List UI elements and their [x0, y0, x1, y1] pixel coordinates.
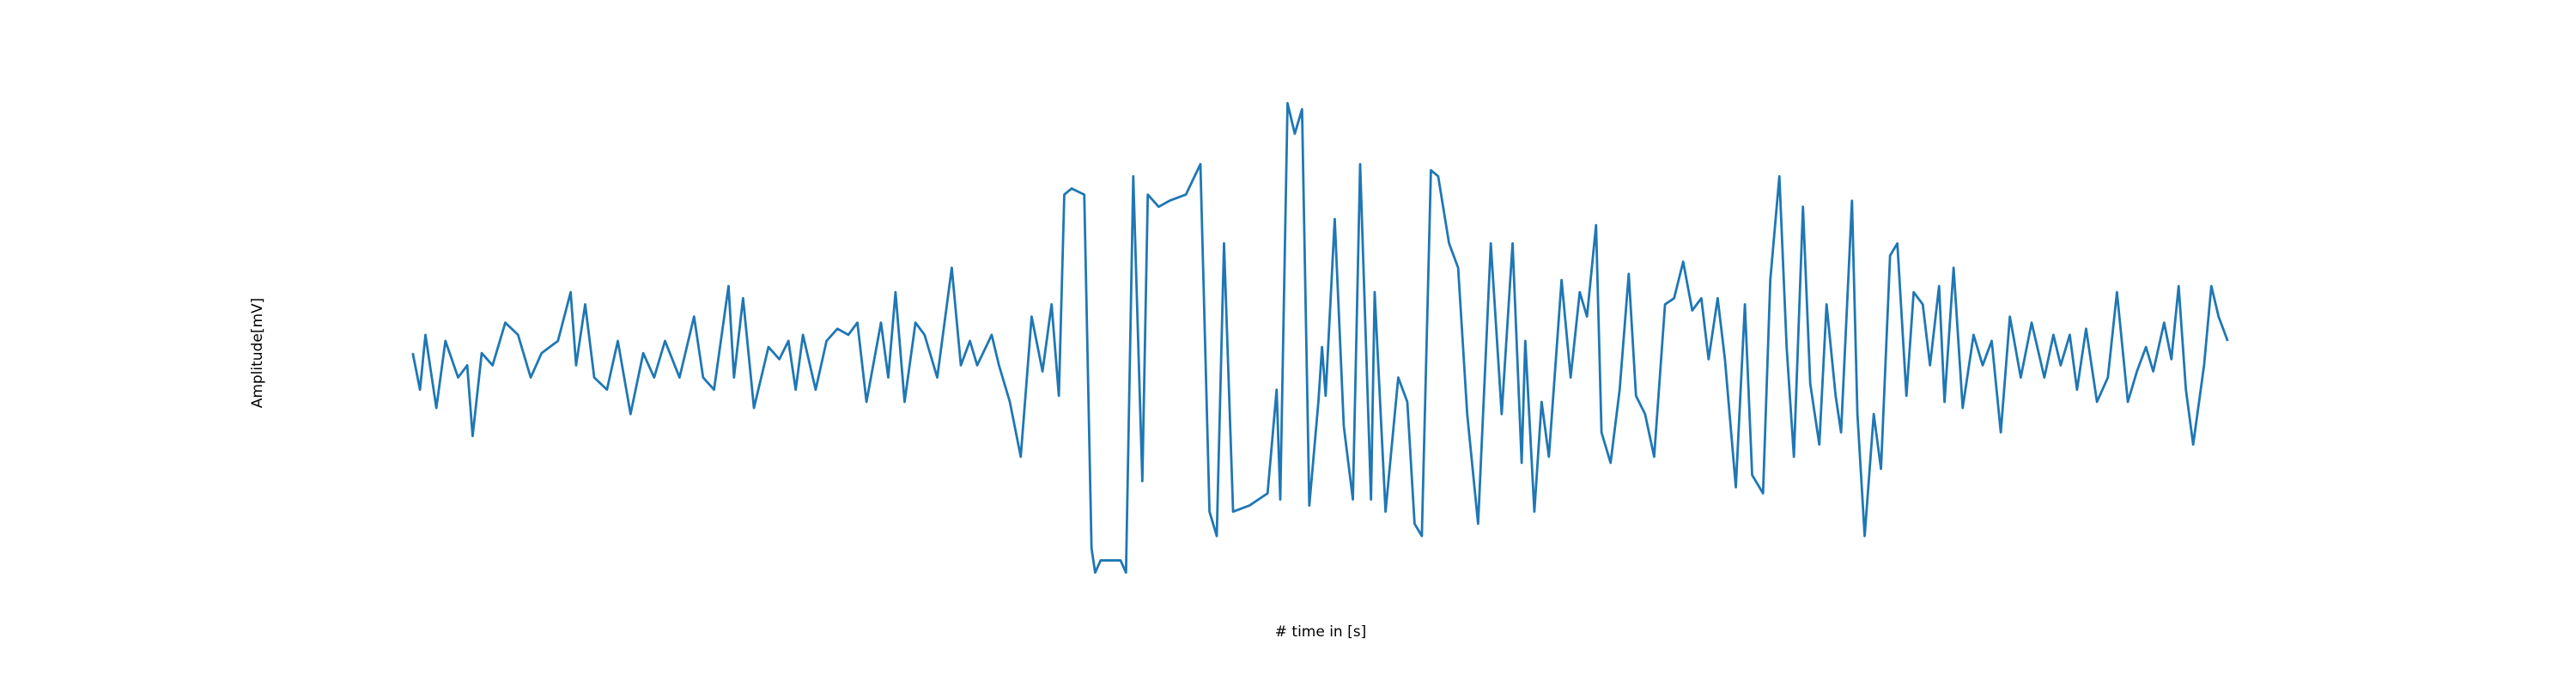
x-axis-label: # time in [s] — [1275, 623, 1366, 641]
plot-layer — [411, 101, 2229, 575]
y-axis-label: Amplitude[mV] — [249, 298, 266, 409]
data-line — [411, 101, 2229, 575]
